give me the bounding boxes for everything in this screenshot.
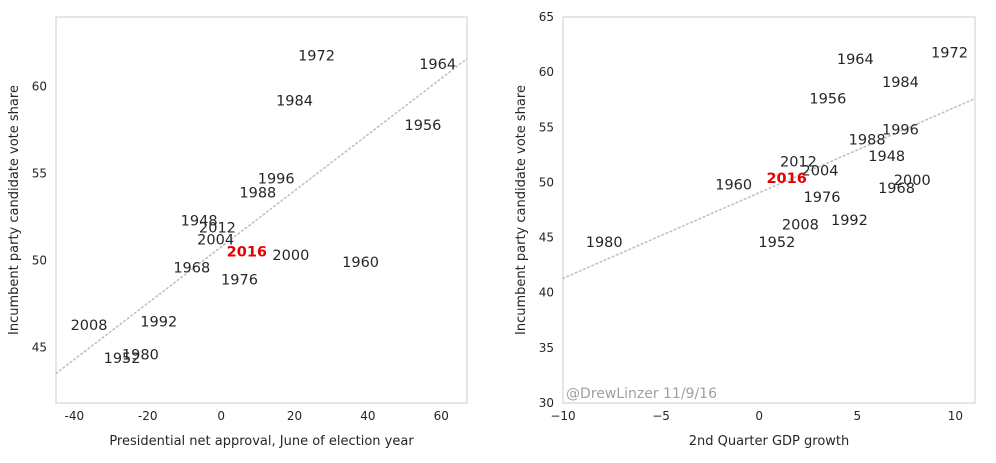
year-point-label: 1948	[181, 213, 218, 229]
y-tick-label: 60	[32, 80, 47, 94]
highlight-point-label: 2016	[227, 245, 267, 261]
x-axis-label: 2nd Quarter GDP growth	[689, 434, 850, 449]
year-point-label: 2004	[197, 233, 234, 249]
year-point-label: 1952	[758, 235, 795, 251]
y-tick-label: 50	[539, 175, 554, 189]
x-tick-label: 40	[360, 409, 375, 423]
x-tick-label: 5	[853, 409, 861, 423]
year-point-label: 1988	[239, 186, 276, 202]
year-point-label: 1992	[831, 213, 868, 229]
year-point-label: 1960	[715, 178, 752, 194]
trend-line	[562, 97, 976, 280]
year-point-label: 2012	[780, 154, 817, 170]
x-tick-label: 0	[755, 409, 763, 423]
x-axis-label: Presidential net approval, June of elect…	[109, 434, 414, 449]
y-tick-label: 30	[539, 396, 554, 410]
year-point-label: 1956	[809, 92, 846, 108]
year-point-label: 1988	[849, 132, 886, 148]
x-tick-label: 20	[287, 409, 302, 423]
y-axis-label: Incumbent party candidate vote share	[7, 85, 22, 335]
year-point-label: 2012	[199, 220, 236, 236]
year-point-label: 1964	[837, 52, 874, 68]
year-point-label: 1968	[173, 260, 210, 276]
year-point-label: 1968	[878, 181, 915, 197]
y-tick-label: 45	[32, 340, 47, 354]
x-tick-label: -40	[65, 409, 85, 423]
year-point-label: 1976	[804, 190, 841, 206]
x-tick-label: −5	[652, 409, 670, 423]
year-point-label: 2004	[802, 163, 839, 179]
credit-annotation: @DrewLinzer 11/9/16	[566, 386, 717, 402]
y-tick-label: 40	[539, 286, 554, 300]
year-point-label: 1980	[122, 347, 159, 363]
y-tick-label: 45	[539, 231, 554, 245]
year-point-label: 1956	[405, 118, 442, 134]
year-point-label: 1948	[868, 149, 905, 165]
year-point-label: 1996	[882, 122, 919, 138]
plot-frame	[562, 16, 976, 404]
trend-line	[55, 57, 468, 375]
year-point-label: 1992	[140, 314, 177, 330]
x-tick-label: -20	[138, 409, 158, 423]
x-tick-label: −10	[550, 409, 575, 423]
plot-frame	[55, 16, 468, 404]
y-tick-label: 55	[32, 166, 47, 180]
y-tick-label: 55	[539, 120, 554, 134]
y-tick-label: 50	[32, 253, 47, 267]
highlight-point-label: 2016	[766, 171, 806, 187]
year-point-label: 1980	[586, 235, 623, 251]
year-point-label: 2008	[71, 318, 108, 334]
year-point-label: 1964	[419, 57, 456, 73]
gdp-vs-vote-share-chart: −10 −5 0 5 10 30 35 40 45 50 55 60 65 2nd Quarter GDP…	[514, 10, 976, 449]
year-point-label: 1976	[221, 273, 258, 289]
year-point-label: 1972	[298, 48, 335, 64]
approval-vs-vote-share-chart: -40 -20 0 20 40 60 45 50 55 60 Presidential net ap…	[7, 16, 468, 449]
x-tick-label: 0	[217, 409, 225, 423]
y-tick-label: 35	[539, 341, 554, 355]
year-point-label: 2000	[272, 248, 309, 264]
y-tick-label: 60	[539, 65, 554, 79]
year-point-label: 1996	[258, 172, 295, 188]
year-point-label: 1984	[882, 75, 919, 91]
year-point-label: 2000	[894, 173, 931, 189]
y-tick-label: 65	[539, 10, 554, 24]
year-point-label: 2008	[782, 217, 819, 233]
y-axis-label: Incumbent party candidate vote share	[514, 85, 529, 335]
year-point-label: 1984	[276, 93, 313, 109]
x-tick-label: 60	[434, 409, 449, 423]
year-point-label: 1952	[104, 351, 141, 367]
x-tick-label: 10	[948, 409, 963, 423]
year-point-label: 1960	[342, 255, 379, 271]
year-point-label: 1972	[931, 45, 968, 61]
